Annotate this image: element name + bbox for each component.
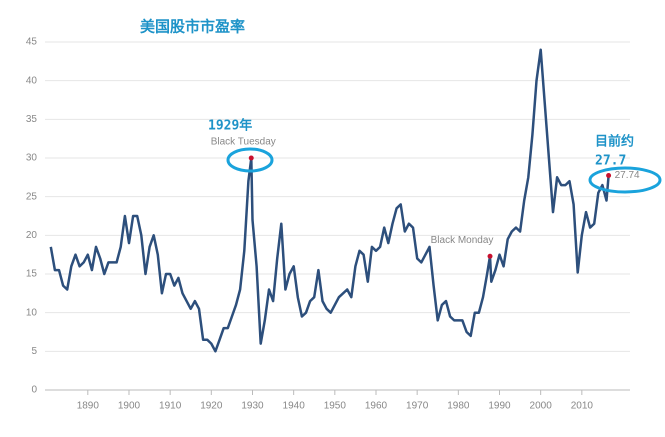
callout-ellipse xyxy=(226,147,274,173)
chart-title: 美国股市市盈率 xyxy=(140,18,245,36)
y-tick-label: 40 xyxy=(26,75,38,86)
y-tick-label: 35 xyxy=(26,114,38,125)
callout-text: 27.7 xyxy=(595,154,626,169)
highlight-label: Black Monday xyxy=(431,235,494,246)
x-tick-label: 1980 xyxy=(447,401,470,412)
x-tick-label: 1890 xyxy=(77,401,100,412)
callout-text: 1929年 xyxy=(208,118,252,134)
x-tick-label: 1990 xyxy=(488,401,511,412)
y-tick-label: 25 xyxy=(26,191,38,202)
highlight-marker xyxy=(606,172,612,178)
y-tick-label: 20 xyxy=(26,230,38,241)
x-tick-label: 1920 xyxy=(200,401,223,412)
highlight-marker xyxy=(487,253,493,259)
y-tick-label: 15 xyxy=(26,269,38,280)
x-tick-label: 1970 xyxy=(406,401,429,412)
y-tick-label: 5 xyxy=(31,346,37,357)
x-tick-label: 1900 xyxy=(118,401,141,412)
callout-text: 目前约 xyxy=(595,134,634,150)
x-tick-label: 2010 xyxy=(571,401,594,412)
y-tick-label: 45 xyxy=(26,37,38,48)
x-tick-label: 2000 xyxy=(530,401,553,412)
callout-ellipse xyxy=(588,166,662,194)
line-series xyxy=(49,48,610,353)
y-tick-label: 10 xyxy=(26,307,38,318)
x-tick-label: 1930 xyxy=(241,401,264,412)
x-tick-label: 1960 xyxy=(365,401,388,412)
x-tick-label: 1910 xyxy=(159,401,182,412)
y-tick-label: 30 xyxy=(26,153,38,164)
y-tick-label: 0 xyxy=(31,385,37,396)
x-tick-label: 1950 xyxy=(324,401,347,412)
x-tick-label: 1940 xyxy=(283,401,306,412)
highlight-label: 27.74 xyxy=(615,170,640,181)
highlight-label: Black Tuesday xyxy=(211,137,276,148)
highlight-marker xyxy=(248,155,254,161)
